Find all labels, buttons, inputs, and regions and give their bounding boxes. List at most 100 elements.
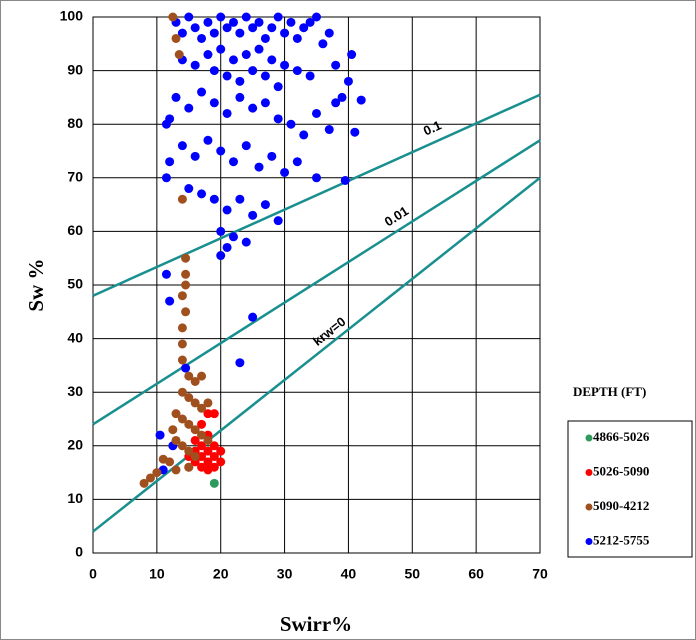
data-point: [203, 50, 213, 60]
data-point: [292, 33, 302, 43]
data-point: [209, 98, 219, 108]
data-point: [177, 387, 187, 397]
data-point: [203, 465, 213, 475]
data-point: [305, 17, 315, 27]
data-point: [177, 339, 187, 349]
data-point: [324, 125, 334, 135]
data-point: [235, 76, 245, 86]
data-point: [171, 409, 181, 419]
data-point: [184, 103, 194, 113]
y-tick-label: 90: [67, 61, 83, 77]
y-tick-label: 30: [67, 383, 83, 399]
data-point: [248, 66, 258, 76]
krw-label: 0.1: [421, 117, 444, 138]
data-point: [228, 55, 238, 65]
legend-label: 5090-4212: [593, 498, 649, 513]
legend-marker: [585, 434, 593, 442]
data-point: [181, 269, 191, 279]
x-tick-label: 20: [213, 566, 229, 582]
data-point: [324, 28, 334, 38]
data-point: [267, 55, 277, 65]
data-point: [254, 17, 264, 27]
data-point: [184, 393, 194, 403]
data-point: [273, 216, 283, 226]
data-point: [161, 119, 171, 129]
data-point: [222, 71, 232, 81]
data-point: [273, 12, 283, 22]
data-point: [337, 92, 347, 102]
legend-label: 4866-5026: [593, 429, 650, 444]
data-point: [305, 71, 315, 81]
data-point: [254, 162, 264, 172]
x-tick-label: 60: [468, 566, 484, 582]
data-point: [184, 462, 194, 472]
data-point: [197, 403, 207, 413]
data-point: [190, 435, 200, 445]
data-point: [260, 98, 270, 108]
data-point: [168, 425, 178, 435]
data-point: [197, 430, 207, 440]
data-point: [331, 98, 341, 108]
data-point: [174, 50, 184, 60]
data-point: [241, 50, 251, 60]
data-point: [181, 307, 191, 317]
data-point: [228, 17, 238, 27]
data-point: [190, 425, 200, 435]
data-point: [299, 130, 309, 140]
legend-label: 5212-5755: [593, 532, 650, 547]
data-point: [177, 291, 187, 301]
legend-label: 5026-5090: [593, 463, 649, 478]
data-point: [171, 92, 181, 102]
data-point: [177, 414, 187, 424]
data-point: [350, 127, 360, 137]
data-point: [152, 468, 162, 478]
data-point: [216, 251, 226, 261]
data-point: [292, 157, 302, 167]
data-point: [177, 194, 187, 204]
data-point: [177, 141, 187, 151]
data-point: [209, 478, 219, 488]
data-point: [209, 194, 219, 204]
data-point: [222, 242, 232, 252]
legend-marker: [585, 503, 593, 511]
data-point: [171, 435, 181, 445]
data-point: [340, 175, 350, 185]
y-tick-label: 100: [60, 8, 84, 24]
y-tick-label: 80: [67, 115, 83, 131]
y-tick-label: 50: [67, 276, 83, 292]
data-point: [216, 446, 226, 456]
data-point: [216, 44, 226, 54]
x-tick-label: 70: [532, 566, 548, 582]
data-point: [248, 103, 258, 113]
data-point: [197, 87, 207, 97]
data-point: [273, 82, 283, 92]
y-tick-label: 10: [67, 490, 83, 506]
data-point: [248, 312, 258, 322]
y-tick-label: 40: [67, 329, 83, 345]
data-point: [190, 23, 200, 33]
data-point: [228, 232, 238, 242]
data-point: [177, 355, 187, 365]
data-point: [184, 446, 194, 456]
x-tick-label: 40: [341, 566, 357, 582]
x-axis-title: Swirr%: [280, 612, 352, 636]
data-point: [165, 296, 175, 306]
data-point: [139, 478, 149, 488]
data-point: [331, 60, 341, 70]
data-point: [222, 23, 232, 33]
data-point: [209, 441, 219, 451]
data-point: [312, 12, 321, 22]
data-point: [292, 66, 302, 76]
data-point: [190, 376, 200, 386]
data-point: [145, 473, 155, 483]
data-point: [197, 33, 207, 43]
data-point: [161, 173, 171, 183]
data-point: [209, 28, 219, 38]
krw-line: [92, 176, 541, 533]
data-point: [235, 92, 245, 102]
data-point: [356, 95, 366, 105]
data-point: [228, 157, 238, 167]
data-point: [216, 12, 226, 22]
data-point: [248, 23, 258, 33]
y-axis-title: Sw %: [24, 258, 48, 311]
